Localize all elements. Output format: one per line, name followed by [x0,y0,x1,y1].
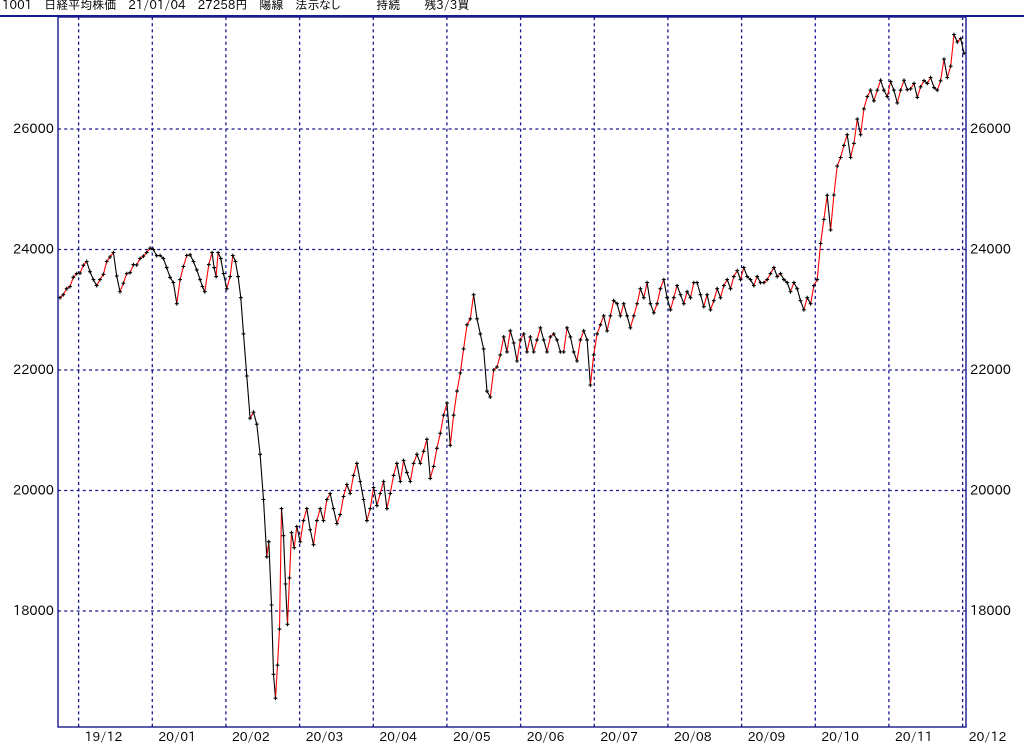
svg-text:20/08: 20/08 [674,730,712,743]
svg-text:22000: 22000 [13,363,54,376]
svg-text:20/09: 20/09 [748,730,786,743]
svg-text:20/11: 20/11 [895,730,933,743]
svg-text:24000: 24000 [970,243,1011,256]
svg-text:20/06: 20/06 [527,730,565,743]
svg-text:20/05: 20/05 [453,730,491,743]
svg-text:20/10: 20/10 [821,730,859,743]
svg-text:20000: 20000 [13,484,54,497]
svg-text:26000: 26000 [13,122,54,135]
svg-text:20/03: 20/03 [306,730,344,743]
svg-text:20/04: 20/04 [379,730,417,743]
svg-text:20/12: 20/12 [969,730,1007,743]
svg-text:18000: 18000 [13,604,54,617]
svg-text:20/02: 20/02 [232,730,270,743]
svg-text:20/01: 20/01 [158,730,196,743]
svg-text:26000: 26000 [970,122,1011,135]
svg-text:18000: 18000 [970,604,1011,617]
svg-text:24000: 24000 [13,243,54,256]
svg-text:22000: 22000 [970,363,1011,376]
svg-text:20/07: 20/07 [600,730,638,743]
svg-text:19/12: 19/12 [85,730,123,743]
svg-text:20000: 20000 [970,484,1011,497]
